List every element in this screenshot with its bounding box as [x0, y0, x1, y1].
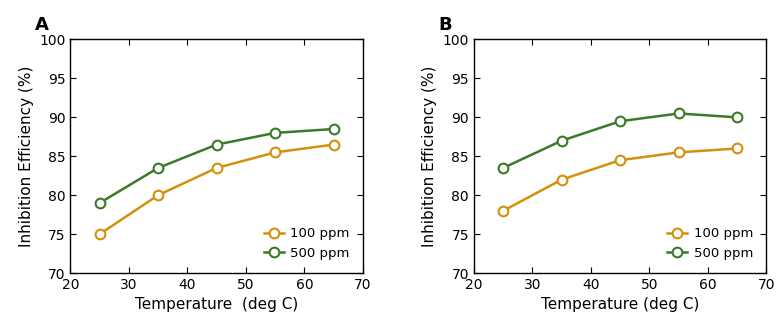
- Line: 100 ppm: 100 ppm: [498, 144, 742, 215]
- 100 ppm: [674, 150, 683, 154]
- Line: 500 ppm: 500 ppm: [95, 124, 339, 208]
- 100 ppm: [733, 146, 742, 150]
- 100 ppm: [498, 209, 508, 213]
- Line: 100 ppm: 100 ppm: [95, 140, 339, 239]
- 500 ppm: [733, 115, 742, 119]
- Text: A: A: [35, 16, 49, 34]
- Legend: 100 ppm, 500 ppm: 100 ppm, 500 ppm: [661, 221, 760, 266]
- 100 ppm: [557, 178, 566, 182]
- 500 ppm: [95, 201, 104, 205]
- Line: 500 ppm: 500 ppm: [498, 109, 742, 173]
- 500 ppm: [329, 127, 339, 131]
- 500 ppm: [153, 166, 163, 170]
- 500 ppm: [674, 112, 683, 115]
- 500 ppm: [498, 166, 508, 170]
- 500 ppm: [271, 131, 280, 135]
- Legend: 100 ppm, 500 ppm: 100 ppm, 500 ppm: [257, 221, 357, 266]
- 500 ppm: [615, 119, 625, 123]
- X-axis label: Temperature  (deg C): Temperature (deg C): [135, 297, 298, 313]
- 100 ppm: [95, 232, 104, 236]
- 100 ppm: [615, 158, 625, 162]
- Text: B: B: [439, 16, 453, 34]
- 100 ppm: [271, 150, 280, 154]
- X-axis label: Temperature (deg C): Temperature (deg C): [541, 297, 699, 313]
- 100 ppm: [329, 143, 339, 147]
- Y-axis label: Inhibition Efficiency (%): Inhibition Efficiency (%): [19, 65, 34, 247]
- 100 ppm: [153, 193, 163, 197]
- 100 ppm: [212, 166, 221, 170]
- Y-axis label: Inhibition Efficiency (%): Inhibition Efficiency (%): [422, 65, 437, 247]
- 500 ppm: [212, 143, 221, 147]
- 500 ppm: [557, 139, 566, 143]
